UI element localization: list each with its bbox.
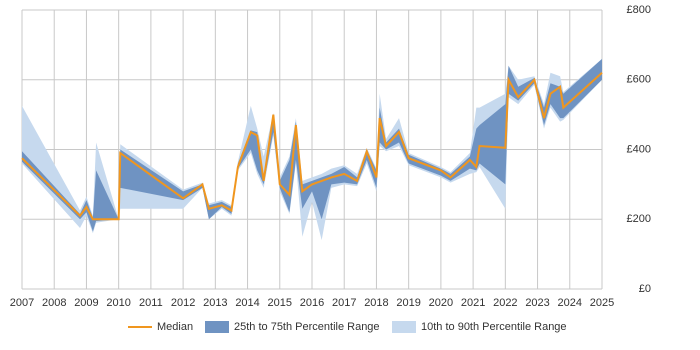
x-tick-label: 2019 (396, 297, 420, 309)
legend-swatch (392, 321, 416, 333)
x-tick-label: 2008 (42, 297, 66, 309)
x-tick-label: 2025 (590, 297, 614, 309)
x-tick-label: 2009 (74, 297, 98, 309)
percentile-band (22, 58, 602, 232)
x-tick-label: 2023 (525, 297, 549, 309)
x-tick-label: 2022 (493, 297, 517, 309)
y-tick-label: £200 (627, 213, 651, 225)
x-tick-label: 2017 (332, 297, 356, 309)
x-tick-label: 2018 (364, 297, 388, 309)
median-line (21, 72, 603, 221)
x-tick-label: 2011 (139, 297, 163, 309)
x-tick-label: 2013 (203, 297, 227, 309)
legend-swatch (205, 321, 229, 333)
y-tick-label: £0 (639, 283, 651, 295)
y-tick-label: £800 (627, 4, 651, 16)
x-tick-label: 2020 (429, 297, 453, 309)
legend-label: 25th to 75th Percentile Range (234, 321, 380, 333)
x-tick-label: 2012 (171, 297, 195, 309)
y-tick-label: £400 (627, 143, 651, 155)
x-tick-label: 2021 (461, 297, 485, 309)
x-tick-label: 2010 (106, 297, 130, 309)
legend-label: Median (157, 321, 193, 333)
x-tick-label: 2016 (300, 297, 324, 309)
x-tick-label: 2015 (268, 297, 292, 309)
x-tick-label: 2007 (10, 297, 34, 309)
x-tick-label: 2024 (558, 297, 582, 309)
x-tick-label: 2014 (235, 297, 259, 309)
y-tick-label: £600 (627, 74, 651, 86)
legend-label: 10th to 90th Percentile Range (421, 321, 567, 333)
